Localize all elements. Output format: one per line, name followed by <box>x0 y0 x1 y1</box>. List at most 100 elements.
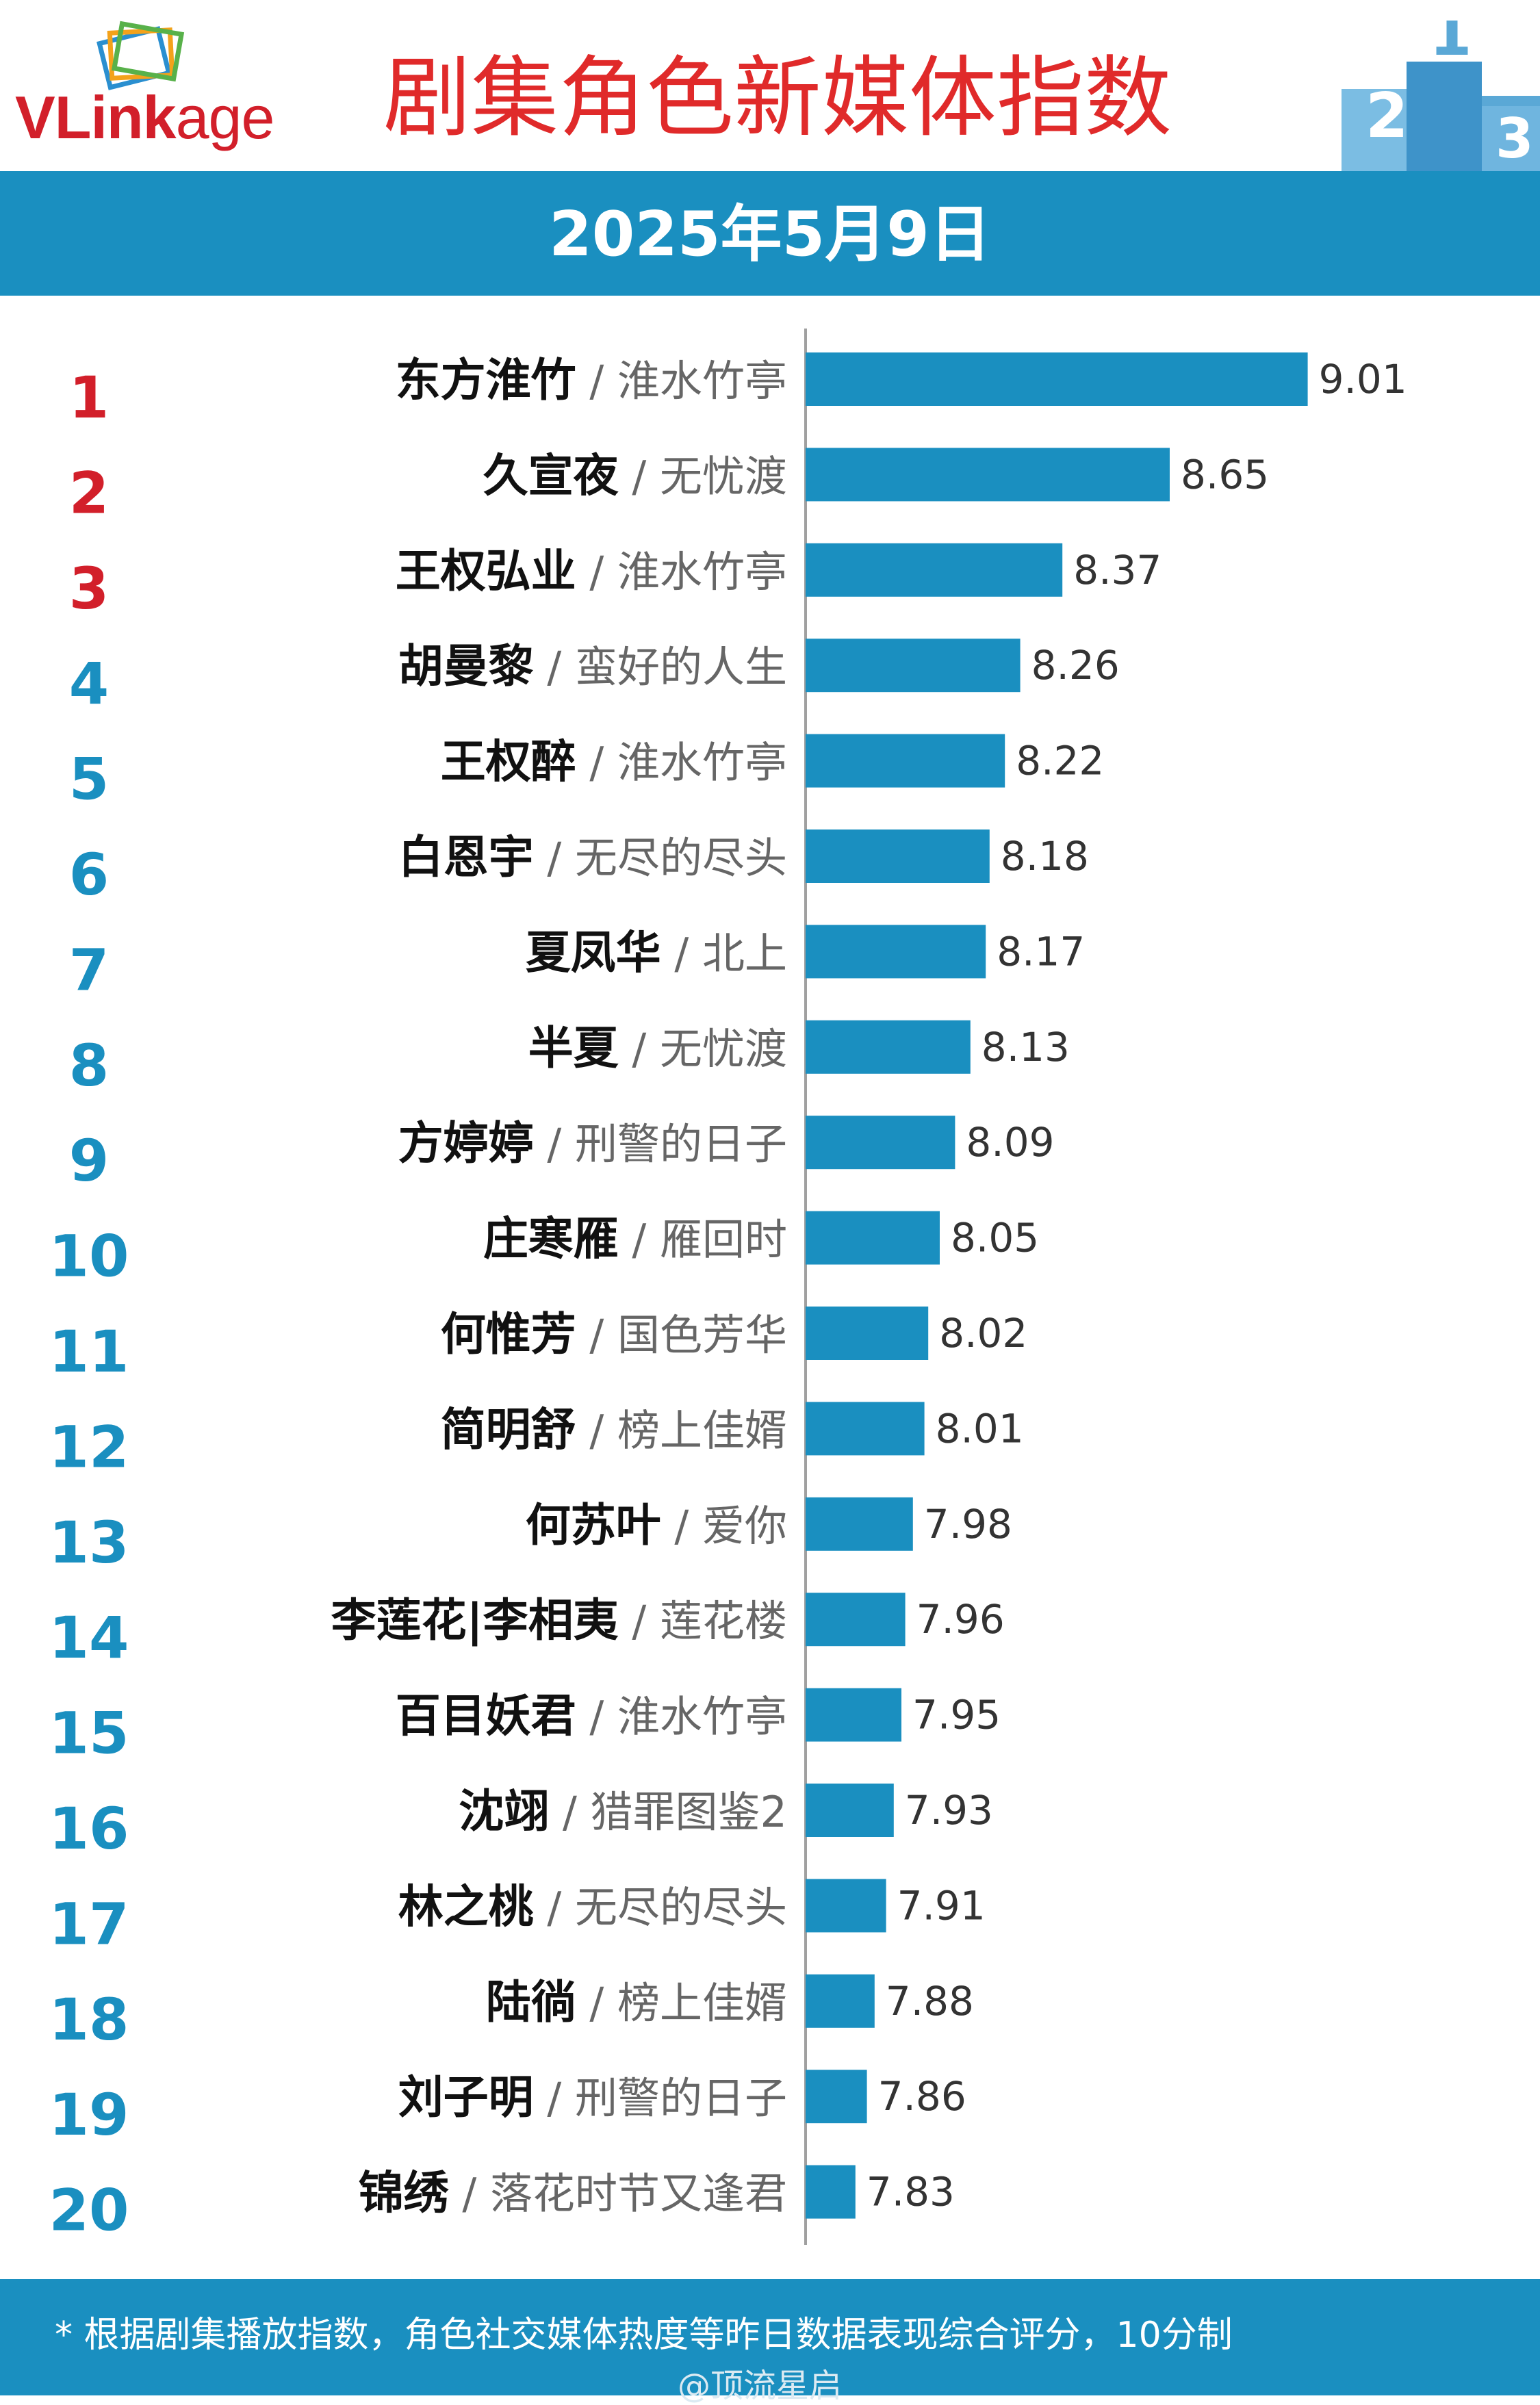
rank-label: 20 <box>49 2177 129 2244</box>
character-name: 刘子明 <box>398 2071 534 2124</box>
chart-row: 16 沈翊 / 猎罪图鉴2 7.93 <box>49 1784 993 1862</box>
bar <box>806 352 1308 406</box>
drama-title: / 榜上佳婿 <box>576 1405 787 1455</box>
character-name: 李莲花|李相夷 <box>331 1594 619 1647</box>
drama-title: / 无忧渡 <box>619 1024 787 1074</box>
rank-label: 4 <box>69 650 109 717</box>
value-label: 8.13 <box>981 1024 1070 1070</box>
chart-row: 6 白恩宇 / 无尽的尽头 8.18 <box>69 829 1089 908</box>
chart-row: 17 林之桃 / 无尽的尽头 7.91 <box>49 1879 986 1957</box>
logo-text: VLinkage <box>15 88 274 148</box>
character-name: 半夏 <box>528 1022 619 1075</box>
row-label: 东方淮竹 / 淮水竹亭 <box>396 354 787 407</box>
chart-row: 15 百目妖君 / 淮水竹亭 7.95 <box>49 1688 1001 1767</box>
date-text: 2025年5月9日 <box>549 198 991 270</box>
character-name: 方婷婷 <box>398 1117 534 1170</box>
drama-title: / 莲花楼 <box>619 1596 787 1646</box>
character-name: 锦绣 <box>359 2167 450 2220</box>
drama-title: / 无忧渡 <box>619 451 787 501</box>
rank-label: 12 <box>49 1413 129 1480</box>
character-name: 林之桃 <box>398 1880 534 1933</box>
row-label: 胡曼黎 / 蛮好的人生 <box>398 640 787 693</box>
value-label: 8.09 <box>966 1119 1054 1166</box>
value-label: 7.98 <box>924 1501 1012 1547</box>
chart-row: 19 刘子明 / 刑警的日子 7.86 <box>49 2070 966 2148</box>
vlinkage-logo: VLinkage <box>15 21 337 151</box>
chart-row: 8 半夏 / 无忧渡 8.13 <box>69 1020 1070 1099</box>
value-label: 7.83 <box>867 2169 955 2215</box>
header: VLinkage 剧集角色新媒体指数 2 1 3 <box>0 0 1540 172</box>
row-label: 庄寒雁 / 雁回时 <box>483 1213 787 1265</box>
bar <box>806 639 1021 693</box>
row-label: 何苏叶 / 爱你 <box>526 1499 787 1552</box>
bar <box>806 1974 875 2028</box>
rank-label: 2 <box>69 459 109 526</box>
rank-label: 11 <box>49 1318 129 1385</box>
rank-label: 18 <box>49 1986 129 2053</box>
character-name: 简明舒 <box>441 1403 576 1456</box>
drama-title: / 北上 <box>661 928 787 978</box>
chart-row: 7 夏凤华 / 北上 8.17 <box>69 925 1085 1003</box>
bar <box>806 1402 925 1456</box>
value-label: 7.86 <box>878 2073 966 2120</box>
character-name: 庄寒雁 <box>483 1213 619 1265</box>
row-label: 夏凤华 / 北上 <box>526 926 787 979</box>
value-label: 8.26 <box>1031 642 1120 689</box>
row-label: 刘子明 / 刑警的日子 <box>398 2071 787 2124</box>
drama-title: / 刑警的日子 <box>534 1119 787 1169</box>
row-label: 沈翊 / 猎罪图鉴2 <box>459 1785 787 1838</box>
drama-title: / 落花时节又逢君 <box>449 2169 787 2219</box>
podium-icon: 2 1 3 <box>1342 21 1540 172</box>
character-name: 夏凤华 <box>526 926 661 979</box>
chart-row: 4 胡曼黎 / 蛮好的人生 8.26 <box>69 639 1120 717</box>
value-label: 8.05 <box>951 1215 1039 1261</box>
rank-label: 19 <box>49 2081 129 2148</box>
character-name: 陆徜 <box>486 1976 576 2029</box>
chart-row: 2 久宣夜 / 无忧渡 8.65 <box>69 448 1269 526</box>
chart-row: 3 王权弘业 / 淮水竹亭 8.37 <box>69 543 1162 622</box>
bar <box>806 1879 886 1933</box>
row-label: 简明舒 / 榜上佳婿 <box>441 1403 787 1456</box>
value-label: 8.18 <box>1001 833 1089 879</box>
rank-label: 5 <box>69 746 109 813</box>
drama-title: / 淮水竹亭 <box>576 356 787 406</box>
rank-label: 9 <box>69 1127 109 1194</box>
row-label: 何惟芳 / 国色芳华 <box>441 1308 787 1361</box>
value-label: 8.02 <box>939 1310 1027 1356</box>
value-label: 8.37 <box>1073 547 1162 593</box>
bar <box>806 1020 971 1074</box>
row-label: 锦绣 / 落花时节又逢君 <box>359 2167 787 2220</box>
row-label: 陆徜 / 榜上佳婿 <box>486 1976 787 2029</box>
drama-title: / 猎罪图鉴2 <box>549 1787 787 1837</box>
character-name: 久宣夜 <box>483 449 619 502</box>
row-label: 王权醉 / 淮水竹亭 <box>441 736 787 788</box>
character-name: 王权醉 <box>441 736 576 788</box>
drama-title: / 无尽的尽头 <box>534 833 787 883</box>
rank-label: 1 <box>69 364 109 431</box>
character-name: 何惟芳 <box>441 1308 576 1361</box>
bar <box>806 1307 929 1360</box>
bar-chart: 1 东方淮竹 / 淮水竹亭 9.01 2 久宣夜 / 无忧渡 8.65 3 王权弘业 / 淮水… <box>49 329 1407 2245</box>
rank-label: 15 <box>49 1700 129 1767</box>
value-label: 8.22 <box>1016 738 1104 784</box>
logo-text-bold: VLink <box>15 83 177 151</box>
row-label: 半夏 / 无忧渡 <box>528 1022 787 1075</box>
logo-mark-icon <box>97 21 185 90</box>
rank-label: 10 <box>49 1223 129 1290</box>
drama-title: / 国色芳华 <box>576 1310 787 1360</box>
value-label: 8.17 <box>997 928 1085 975</box>
bar <box>806 1784 894 1837</box>
character-name: 王权弘业 <box>396 545 576 597</box>
value-label: 7.88 <box>886 1978 974 2024</box>
bar <box>806 734 1005 788</box>
chart-row: 20 锦绣 / 落花时节又逢君 7.83 <box>49 2165 955 2244</box>
date-band: 2025年5月9日 <box>0 171 1540 296</box>
character-name: 东方淮竹 <box>396 354 576 407</box>
page-title: 剧集角色新媒体指数 <box>383 47 1172 149</box>
chart-row: 9 方婷婷 / 刑警的日子 8.09 <box>69 1116 1055 1194</box>
podium-number-1: 1 <box>1429 21 1472 70</box>
drama-title: / 淮水竹亭 <box>576 738 787 788</box>
bar <box>806 1211 940 1265</box>
drama-title: / 无尽的尽头 <box>534 1882 787 1932</box>
rank-label: 14 <box>49 1604 129 1671</box>
